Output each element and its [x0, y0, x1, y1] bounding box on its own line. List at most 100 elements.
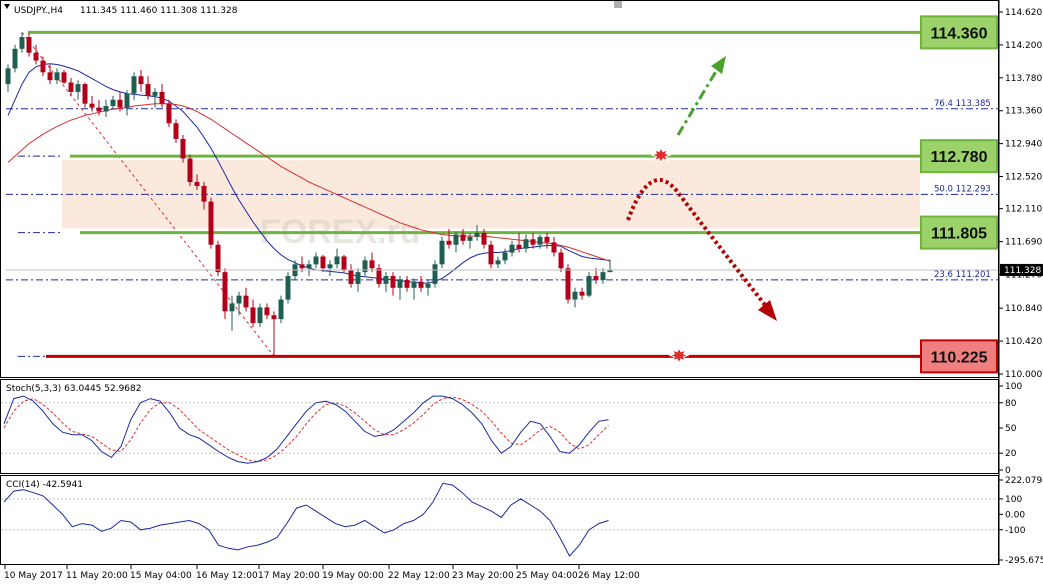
candle-body [460, 234, 466, 241]
candle [278, 295, 284, 324]
candle [201, 182, 207, 210]
candle [551, 236, 557, 257]
candle-body [593, 276, 599, 280]
candle-body [509, 244, 515, 253]
candle-body [411, 281, 417, 288]
chart-shift-marker[interactable] [614, 1, 622, 8]
candle-body [362, 260, 368, 273]
candle [453, 231, 459, 253]
candle [124, 90, 130, 116]
candle-body [341, 256, 347, 271]
candle-body [320, 256, 326, 269]
candle-body [110, 99, 116, 107]
candle [40, 56, 46, 77]
candle-body [474, 232, 480, 237]
candle-body [502, 252, 508, 261]
candle-body [271, 315, 277, 320]
cci-tick-label: -100 [1005, 526, 1026, 536]
candle-body [47, 72, 53, 81]
bearish-arrow-shaft [626, 178, 767, 307]
level-label-bg [920, 139, 998, 174]
cci-tick-label: 0.00 [1005, 510, 1025, 520]
candle-body [264, 307, 270, 316]
candle [187, 154, 193, 186]
candle [54, 68, 60, 85]
candle-body [299, 264, 305, 269]
axes-layer: 114.620 114.200 113.780 113.360 112.940 112.5… [4, 8, 1043, 581]
candle-body [439, 240, 445, 265]
candle-body [250, 307, 256, 324]
candle [166, 99, 172, 128]
candle [285, 272, 291, 304]
bearish-arrow-head [758, 300, 777, 321]
candle [82, 82, 88, 108]
candle [320, 254, 326, 273]
candle [600, 268, 606, 284]
candle [306, 260, 312, 277]
candle-body [222, 272, 228, 312]
candle [159, 84, 165, 108]
candle-body [397, 279, 403, 288]
fibo-label: 23.6 111.201 [934, 270, 991, 280]
price-tick-label: 112.520 [1005, 173, 1042, 183]
candle [145, 76, 151, 100]
fibonacci-layer: 76.4 113.385 50.0 112.293 23.6 111.201 [6, 32, 998, 357]
candle [481, 229, 487, 249]
candle-body [278, 299, 284, 320]
candle [61, 69, 67, 85]
candle [96, 99, 102, 116]
price-tick-label: 113.780 [1005, 74, 1042, 84]
candle-body [5, 68, 11, 85]
candle-body [586, 276, 592, 296]
candle [257, 303, 263, 327]
candle [572, 287, 578, 308]
candle-body [453, 234, 459, 245]
candle [327, 260, 333, 277]
candle [544, 232, 550, 249]
candle-body [383, 276, 389, 284]
level-label-box: 114.360 [920, 15, 998, 50]
price-tick-label: 114.200 [1005, 41, 1042, 51]
candle [33, 44, 39, 65]
current-price-tag-bg [1000, 263, 1043, 276]
stoch-tick-label: 20 [1005, 449, 1017, 459]
candle-body [516, 244, 522, 249]
candle [383, 272, 389, 292]
time-tick-label: 16 May 12:00 [196, 571, 258, 581]
candle [558, 248, 564, 273]
candle-body [68, 82, 74, 92]
candle [313, 252, 319, 269]
candle [110, 95, 116, 110]
price-tick-label: 112.110 [1005, 205, 1042, 215]
candle [75, 80, 81, 100]
candle [404, 276, 410, 292]
candle [152, 88, 158, 108]
candle [565, 264, 571, 304]
candle [348, 264, 354, 288]
candle [194, 174, 200, 190]
candle [47, 64, 53, 85]
candle [523, 234, 529, 253]
candle-body [187, 158, 193, 183]
candle-body [523, 239, 529, 249]
candle-body [54, 72, 60, 81]
collapse-triangle-icon[interactable] [4, 4, 10, 9]
level-label-text: 110.225 [931, 349, 988, 366]
symbol-label: USDJPY.,H4 [14, 6, 63, 16]
candle [502, 248, 508, 265]
candle-body [467, 236, 473, 241]
candle [222, 268, 228, 320]
candle [397, 276, 403, 300]
candle-body [159, 91, 165, 104]
candle-body [355, 272, 361, 284]
price-tick-label: 113.360 [1005, 107, 1042, 117]
bullish-arrow-shaft [676, 67, 720, 136]
candle [341, 254, 347, 273]
candle [474, 225, 480, 241]
stoch-panel-frame [0, 379, 999, 474]
candle-body [565, 268, 571, 300]
candle-body [579, 291, 585, 296]
time-tick-label: 11 May 20:00 [66, 571, 128, 581]
candle-body [390, 276, 396, 288]
level-label-bg [920, 215, 998, 250]
